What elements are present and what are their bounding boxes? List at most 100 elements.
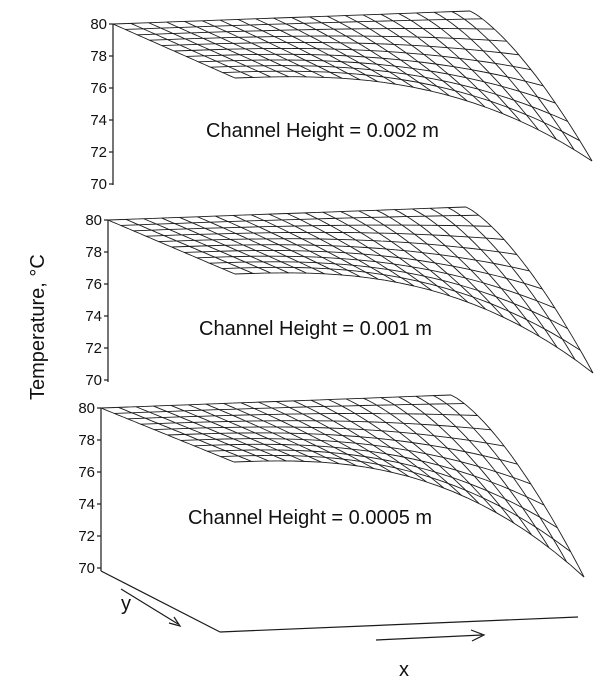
mesh-line-y <box>551 339 558 348</box>
mesh-line-y <box>153 41 159 45</box>
mesh-line-y <box>221 235 228 239</box>
mesh-line-y <box>385 410 392 415</box>
mesh-line-x <box>187 20 203 22</box>
mesh-line-x <box>367 239 383 242</box>
mesh-line-y <box>134 413 141 417</box>
mesh-line-y <box>268 414 275 419</box>
mesh-line-y <box>344 71 351 75</box>
mesh-line-y <box>555 525 563 536</box>
mesh-line-y <box>413 233 420 238</box>
mesh-line-y <box>269 453 276 457</box>
mesh-line-y <box>469 221 475 228</box>
mesh-line-x <box>500 485 516 493</box>
mesh-line-y <box>543 104 550 113</box>
mesh-line-y <box>242 244 249 248</box>
mesh-line-y <box>242 72 248 76</box>
mesh-line-x <box>234 273 250 275</box>
mesh-line-y <box>385 38 392 43</box>
mesh-line-y <box>352 449 359 454</box>
mesh-line-y <box>349 57 356 61</box>
mesh-line-y <box>340 450 347 455</box>
mesh-line-x <box>408 476 424 482</box>
mesh-line-y <box>440 279 447 285</box>
mesh-line-y <box>289 249 295 253</box>
mesh-line-x <box>453 66 469 70</box>
mesh-line-x <box>513 502 529 512</box>
mesh-line-y <box>325 222 332 227</box>
mesh-line-y <box>263 404 270 408</box>
mesh-line-x <box>167 434 183 436</box>
mesh-line-y <box>298 48 305 52</box>
mesh-line-y <box>154 222 160 226</box>
mesh-line-y <box>403 39 409 44</box>
mesh-line-y <box>240 251 247 255</box>
mesh-line-y <box>510 313 517 321</box>
mesh-line-y <box>520 505 528 515</box>
mesh-line-x <box>428 453 444 458</box>
mesh-line-y <box>202 20 208 24</box>
mesh-line-y <box>207 245 213 249</box>
mesh-line-x <box>364 56 380 59</box>
mesh-line-x <box>395 249 411 252</box>
mesh-line-y <box>390 80 396 85</box>
mesh-line-x <box>474 49 490 52</box>
mesh-line-x <box>442 244 458 248</box>
mesh-line-y <box>471 283 478 290</box>
mesh-line-y <box>157 232 164 236</box>
mesh-line-x <box>201 409 217 411</box>
mesh-line-x <box>259 23 274 26</box>
mesh-line-y <box>415 221 422 227</box>
mesh-line-y <box>273 241 280 246</box>
mesh-line-y <box>500 68 506 75</box>
mesh-line-y <box>270 25 277 29</box>
mesh-line-x <box>472 102 489 109</box>
mesh-line-y <box>414 406 421 412</box>
mesh-line-x <box>379 469 395 474</box>
mesh-line-y <box>136 223 142 227</box>
mesh-line-y <box>345 459 352 464</box>
mesh-line-y <box>378 428 385 433</box>
mesh-line-y <box>458 283 465 290</box>
mesh-line-y <box>280 64 287 68</box>
mesh-line-y <box>527 287 534 296</box>
panel-label-middle: Channel Height = 0.001 m <box>199 318 432 340</box>
mesh-line-y <box>462 262 469 268</box>
mesh-line-y <box>254 265 261 269</box>
mesh-line-y <box>439 40 445 46</box>
mesh-line-y <box>553 325 560 335</box>
mesh-line-y <box>515 50 522 58</box>
mesh-line-y <box>234 454 241 458</box>
mesh-line-x <box>478 88 494 94</box>
mesh-line-y <box>408 282 415 287</box>
mesh-line-y <box>324 23 330 28</box>
mesh-line-y <box>211 405 218 410</box>
mesh-line-y <box>398 246 405 251</box>
mesh-line-y <box>203 260 209 264</box>
mesh-line-y <box>503 497 510 505</box>
mesh-line-y <box>319 40 325 44</box>
mesh-line-x <box>325 446 340 449</box>
mesh-line-x <box>261 401 277 403</box>
mesh-line-y <box>128 418 135 422</box>
mesh-line-x <box>469 483 485 491</box>
mesh-line-x <box>242 214 258 216</box>
mesh-line-y <box>397 275 404 280</box>
mesh-line-y <box>255 241 262 246</box>
mesh-line-y <box>339 51 346 56</box>
mesh-line-y <box>146 410 153 414</box>
mesh-line-y <box>450 394 457 399</box>
mesh-line-y <box>349 225 355 230</box>
mesh-line-y <box>456 397 463 403</box>
mesh-line-y <box>545 125 552 133</box>
mesh-line-y <box>549 533 556 543</box>
mesh-line-y <box>355 249 362 254</box>
mesh-line-x <box>413 86 429 91</box>
mesh-line-y <box>171 246 177 250</box>
mesh-line-y <box>368 215 375 220</box>
mesh-line-x <box>368 80 384 83</box>
mesh-line-y <box>294 251 301 256</box>
mesh-line-y <box>517 463 524 473</box>
mesh-line-x <box>432 37 448 39</box>
mesh-line-y <box>390 278 397 283</box>
mesh-line-y <box>268 33 274 37</box>
